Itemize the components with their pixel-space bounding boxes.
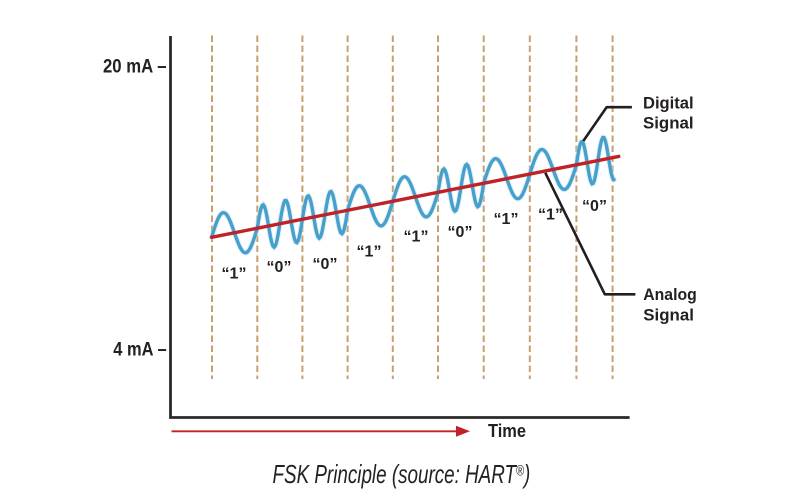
svg-text:“1”: “1” — [357, 244, 382, 261]
svg-text:“1”: “1” — [404, 229, 429, 246]
svg-text:“1”: “1” — [494, 211, 519, 228]
svg-text:Digital: Digital — [643, 93, 694, 112]
svg-text:Analog: Analog — [643, 285, 696, 304]
svg-text:“1”: “1” — [538, 207, 563, 224]
svg-text:20 mA –: 20 mA – — [103, 57, 167, 78]
svg-text:Time: Time — [488, 421, 526, 441]
svg-text:“0”: “0” — [313, 256, 338, 273]
svg-text:Signal: Signal — [643, 306, 694, 325]
svg-text:Signal: Signal — [643, 114, 694, 133]
svg-text:“0”: “0” — [267, 259, 292, 276]
svg-text:“1”: “1” — [222, 266, 247, 283]
svg-text:FSK Principle (source: HART®): FSK Principle (source: HART®) — [273, 459, 531, 489]
svg-text:“0”: “0” — [448, 224, 473, 241]
svg-text:4 mA –: 4 mA – — [113, 340, 166, 361]
svg-text:“0”: “0” — [582, 198, 607, 215]
